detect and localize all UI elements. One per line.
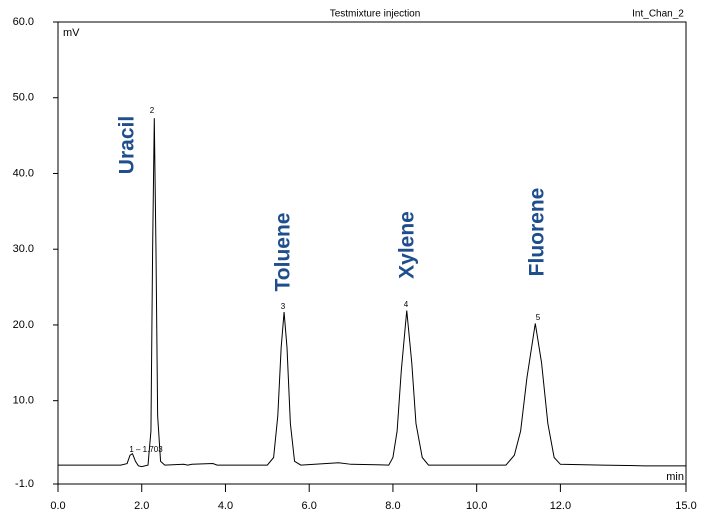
compound-name: Uracil — [116, 116, 139, 174]
peak-label: 2 — [150, 106, 155, 115]
y-tick-label: 30.0 — [13, 243, 34, 255]
x-tick-label: 0.0 — [50, 500, 65, 512]
x-tick-label: 8.0 — [385, 500, 400, 512]
plot-frame — [57, 21, 687, 485]
x-tick-label: 6.0 — [302, 500, 317, 512]
y-unit: mV — [63, 27, 80, 39]
chromatogram-trace — [58, 118, 686, 468]
y-tick-label: 40.0 — [13, 167, 34, 179]
x-tick-label: 4.0 — [218, 500, 233, 512]
y-tick-label: 50.0 — [13, 92, 34, 104]
y-tick-label: 60.0 — [13, 16, 34, 28]
y-tick-label: -1.0 — [15, 478, 34, 490]
x-tick-label: 10.0 — [466, 500, 487, 512]
peak-label: 5 — [536, 313, 541, 322]
chart-title: Testmixture injection — [330, 9, 421, 20]
x-unit: min — [666, 471, 684, 483]
y-tick-label: 10.0 — [13, 395, 34, 407]
peak-label: 1 – 1.703 — [129, 445, 163, 454]
y-tick-label: 20.0 — [13, 319, 34, 331]
compound-name: Xylene — [396, 211, 419, 279]
x-tick-label: 12.0 — [550, 500, 571, 512]
compound-name: Fluorene — [526, 188, 549, 277]
x-tick-label: 15.0 — [675, 500, 696, 512]
peak-label: 4 — [404, 300, 409, 309]
compound-name: Toluene — [272, 213, 295, 292]
peak-label: 3 — [281, 302, 286, 311]
channel-label: Int_Chan_2 — [632, 9, 684, 20]
x-tick-label: 2.0 — [134, 500, 149, 512]
